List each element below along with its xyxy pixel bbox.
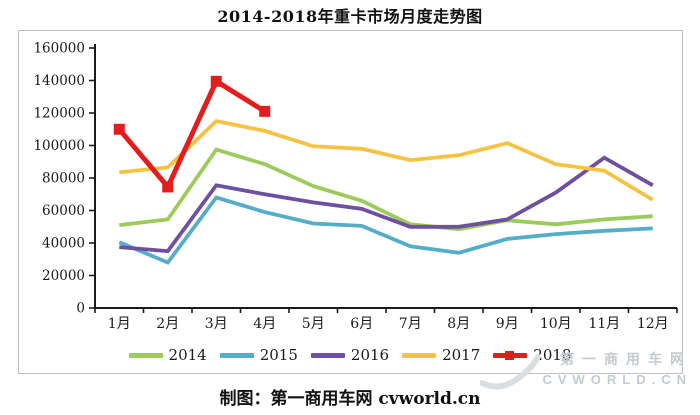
legend-label-2018: 2018 [533,346,572,364]
series-marker-2018 [210,75,222,87]
legend-swatch-2016 [310,352,345,358]
legend-label-2017: 2017 [442,346,481,364]
y-tick-label: 140000 [33,73,85,89]
x-tick-label: 7月 [399,316,422,332]
legend-swatch-2014 [128,352,163,358]
x-tick-label: 11月 [588,316,620,332]
legend-swatch-2017 [402,352,437,358]
x-tick-label: 9月 [496,316,519,332]
series-line-2016 [119,155,654,254]
y-tick-label: 60000 [42,203,85,219]
legend-label-2015: 2015 [259,346,298,364]
x-tick-label: 10月 [540,316,572,332]
x-tick-label: 5月 [302,316,325,332]
y-tick-label: 160000 [33,41,85,57]
legend-label-2014: 2014 [168,346,207,364]
x-tick-label: 6月 [350,316,373,332]
x-tick-label: 4月 [253,316,276,332]
legend-item-2014: 2014 [128,346,207,364]
legend-item-2016: 2016 [310,346,390,364]
legend-marker-2018 [505,350,515,360]
series-line-2015 [118,195,653,265]
x-tick-label: 3月 [205,316,228,332]
legend-label-2016: 2016 [350,346,390,364]
legend-item-2018: 2018 [493,346,571,364]
y-tick-label: 80000 [42,171,85,187]
series-marker-2018 [162,181,174,193]
series-line-2018 [117,77,267,192]
chart-title: 2014-2018年重卡市场月度走势图 [217,7,483,26]
legend-swatch-2018 [493,350,528,360]
chart-legend: 2014 2015 2016 2017 2018 [0,346,700,364]
y-tick-label: 120000 [33,106,85,122]
legend-swatch-2015 [219,352,254,358]
series-marker-2018 [259,105,271,117]
caption: 制图：第一商用车网 cvworld.cn [219,389,481,409]
x-tick-label: 12月 [637,316,669,332]
chart-frame [18,30,683,374]
x-tick-label: 2月 [156,316,179,332]
legend-item-2015: 2015 [219,346,298,364]
series-line-2017 [119,119,654,202]
legend-item-2017: 2017 [402,346,480,364]
series-marker-2018 [113,123,125,135]
x-tick-label: 1月 [108,316,131,332]
x-tick-label: 8月 [447,316,470,332]
y-tick-label: 20000 [42,268,85,284]
series-line-2014 [119,147,653,232]
y-tick-label: 100000 [33,138,85,154]
y-tick-label: 40000 [42,236,85,252]
y-tick-label: 0 [76,301,85,317]
